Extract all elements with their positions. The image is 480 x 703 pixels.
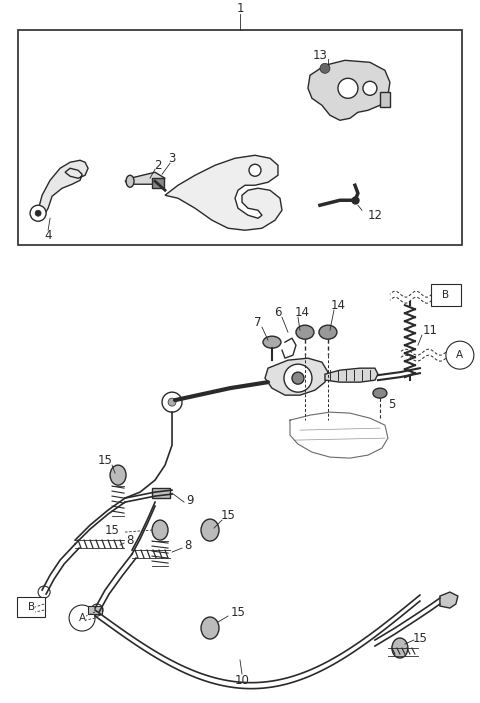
Polygon shape	[125, 172, 165, 184]
Circle shape	[363, 82, 377, 96]
Ellipse shape	[152, 520, 168, 540]
Ellipse shape	[201, 617, 219, 639]
FancyBboxPatch shape	[431, 284, 461, 307]
Polygon shape	[325, 368, 378, 382]
Text: 3: 3	[168, 152, 176, 165]
Text: 11: 11	[422, 323, 437, 337]
Polygon shape	[165, 155, 282, 230]
Polygon shape	[265, 358, 328, 395]
Polygon shape	[38, 160, 88, 218]
Text: 5: 5	[388, 398, 396, 411]
Text: 6: 6	[274, 306, 282, 318]
Circle shape	[38, 586, 50, 598]
Circle shape	[446, 341, 474, 369]
Text: 14: 14	[294, 306, 310, 318]
Polygon shape	[440, 592, 458, 608]
Circle shape	[249, 165, 261, 176]
Circle shape	[320, 63, 330, 73]
Text: 15: 15	[230, 605, 245, 619]
Circle shape	[30, 205, 46, 221]
Bar	[18, 30, 462, 245]
Text: 12: 12	[367, 209, 383, 221]
Text: 4: 4	[44, 228, 52, 242]
Text: 15: 15	[97, 453, 112, 467]
Circle shape	[338, 78, 358, 98]
Text: 14: 14	[330, 299, 346, 311]
Text: 1: 1	[236, 2, 244, 15]
Text: 9: 9	[186, 494, 194, 507]
Text: B: B	[27, 602, 35, 612]
Circle shape	[69, 605, 95, 631]
Ellipse shape	[296, 325, 314, 339]
Text: 15: 15	[412, 631, 427, 645]
Ellipse shape	[392, 638, 408, 658]
Bar	[380, 92, 390, 108]
Circle shape	[162, 392, 182, 412]
Text: 15: 15	[221, 508, 236, 522]
Circle shape	[91, 604, 103, 616]
Ellipse shape	[373, 388, 387, 398]
Text: B: B	[443, 290, 449, 300]
Circle shape	[168, 398, 176, 406]
Text: 15: 15	[105, 524, 120, 536]
Text: 10: 10	[235, 673, 250, 687]
Text: 13: 13	[312, 49, 327, 62]
Bar	[88, 606, 102, 614]
Text: 7: 7	[254, 316, 262, 329]
Ellipse shape	[319, 325, 337, 339]
Bar	[152, 179, 164, 188]
Text: 8: 8	[126, 534, 134, 546]
Bar	[152, 488, 170, 498]
FancyBboxPatch shape	[17, 597, 45, 617]
Text: 2: 2	[154, 159, 162, 172]
Circle shape	[284, 364, 312, 392]
Ellipse shape	[110, 465, 126, 485]
Polygon shape	[308, 60, 390, 120]
Ellipse shape	[263, 336, 281, 348]
Text: A: A	[79, 613, 85, 623]
Ellipse shape	[126, 175, 134, 187]
Ellipse shape	[201, 519, 219, 541]
Text: 8: 8	[184, 538, 192, 552]
Circle shape	[35, 210, 41, 217]
Circle shape	[292, 372, 304, 384]
Text: A: A	[456, 350, 464, 360]
